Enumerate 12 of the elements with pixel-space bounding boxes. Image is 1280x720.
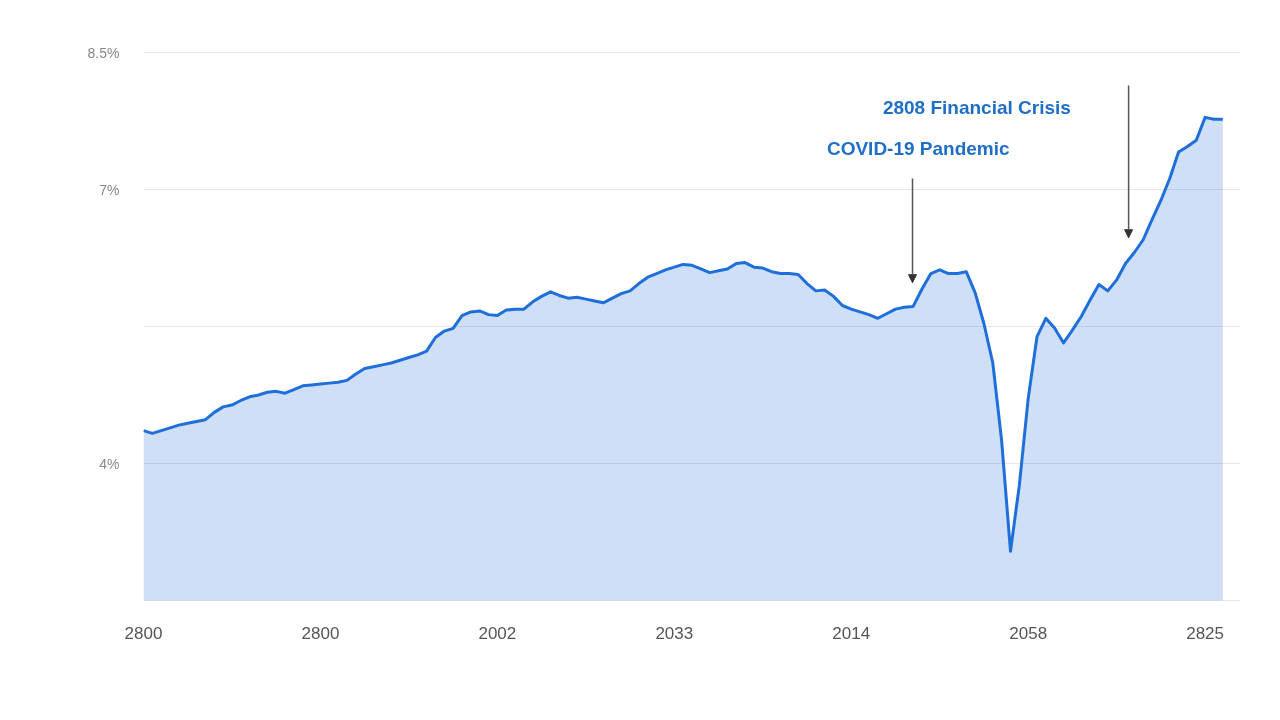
y-tick-label: 7% bbox=[99, 181, 120, 198]
x-tick-label: 2800 bbox=[301, 623, 340, 643]
x-tick-label: 2033 bbox=[655, 623, 694, 643]
annotation: COVID-19 Pandemic bbox=[826, 137, 1011, 159]
x-tick-label: 2002 bbox=[478, 623, 517, 643]
annotation: 2808 Financial Crisis bbox=[882, 96, 1071, 118]
x-tick-label: 2800 bbox=[124, 623, 163, 643]
y-tick-label: 4% bbox=[99, 455, 120, 472]
x-tick-label: 2058 bbox=[1009, 623, 1048, 643]
x-tick-label: 2825 bbox=[1186, 623, 1225, 643]
x-tick-label: 2014 bbox=[832, 623, 871, 643]
y-tick-label: 8.5% bbox=[87, 44, 120, 61]
